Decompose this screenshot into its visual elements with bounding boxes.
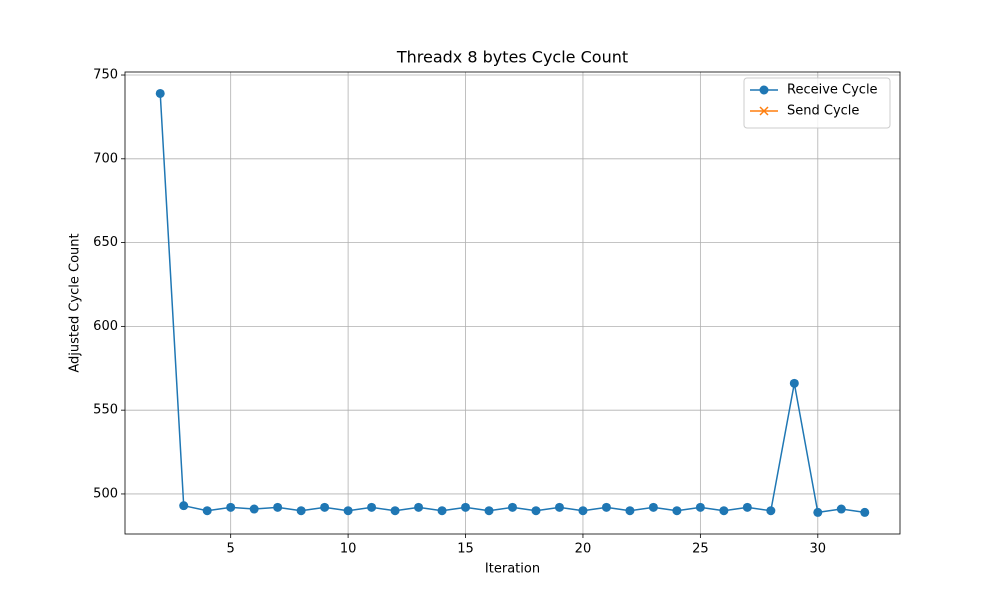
y-tick-label: 550	[93, 403, 118, 418]
x-tick-label: 15	[457, 542, 474, 557]
data-point	[414, 502, 424, 512]
legend-label: Send Cycle	[787, 104, 859, 119]
data-point	[789, 378, 799, 388]
legend-marker	[759, 85, 769, 95]
data-point	[719, 506, 729, 516]
data-point	[249, 504, 259, 514]
legend-label: Receive Cycle	[787, 83, 878, 98]
data-point	[766, 506, 776, 516]
x-axis-label: Iteration	[485, 562, 540, 577]
data-point	[625, 506, 635, 516]
x-tick-label: 30	[810, 542, 827, 557]
data-point	[508, 502, 517, 512]
chart-title: Threadx 8 bytes Cycle Count	[396, 48, 628, 67]
data-point	[367, 502, 377, 512]
data-point	[554, 502, 564, 512]
y-tick-label: 650	[93, 235, 118, 250]
legend-box	[743, 77, 891, 129]
plot-area	[155, 88, 870, 517]
data-point	[742, 502, 752, 512]
x-tick-label: 25	[692, 542, 709, 557]
y-tick-label: 500	[93, 486, 118, 501]
data-point	[813, 507, 823, 517]
data-point	[390, 506, 400, 516]
data-point	[296, 506, 306, 516]
x-tick-label: 5	[227, 542, 235, 557]
axes-frame	[124, 71, 901, 535]
data-point	[672, 506, 682, 516]
data-point	[273, 502, 283, 512]
data-point	[648, 502, 658, 512]
data-point	[179, 501, 189, 511]
data-point	[836, 504, 846, 514]
data-point	[343, 506, 353, 516]
data-point	[695, 502, 705, 512]
data-point	[155, 88, 165, 98]
data-point	[601, 502, 611, 512]
x-tick-label: 10	[340, 542, 357, 557]
data-point	[202, 506, 212, 516]
data-point	[461, 502, 471, 512]
legend: Receive Cycle Send Cycle	[743, 77, 891, 129]
data-point	[484, 506, 494, 516]
y-tick-label: 750	[93, 68, 118, 83]
data-point	[578, 506, 588, 516]
data-point	[860, 507, 870, 517]
y-axis-label: Adjusted Cycle Count	[68, 233, 83, 372]
legend-marker	[759, 106, 769, 116]
x-tick-label: 20	[575, 542, 592, 557]
grid	[125, 72, 900, 534]
data-point	[320, 502, 330, 512]
data-point	[531, 506, 541, 516]
data-point	[226, 502, 236, 512]
data-point	[437, 506, 447, 516]
y-tick-label: 700	[93, 151, 118, 166]
y-tick-label: 600	[93, 319, 118, 334]
